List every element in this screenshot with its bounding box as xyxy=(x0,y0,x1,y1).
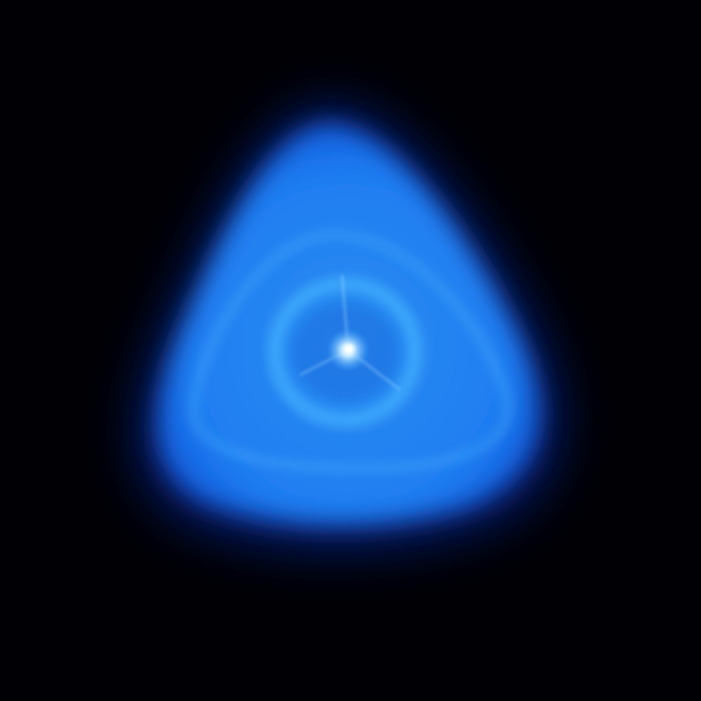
center-point xyxy=(345,345,353,353)
inner-ring xyxy=(267,276,423,428)
outer-ring xyxy=(189,229,513,474)
